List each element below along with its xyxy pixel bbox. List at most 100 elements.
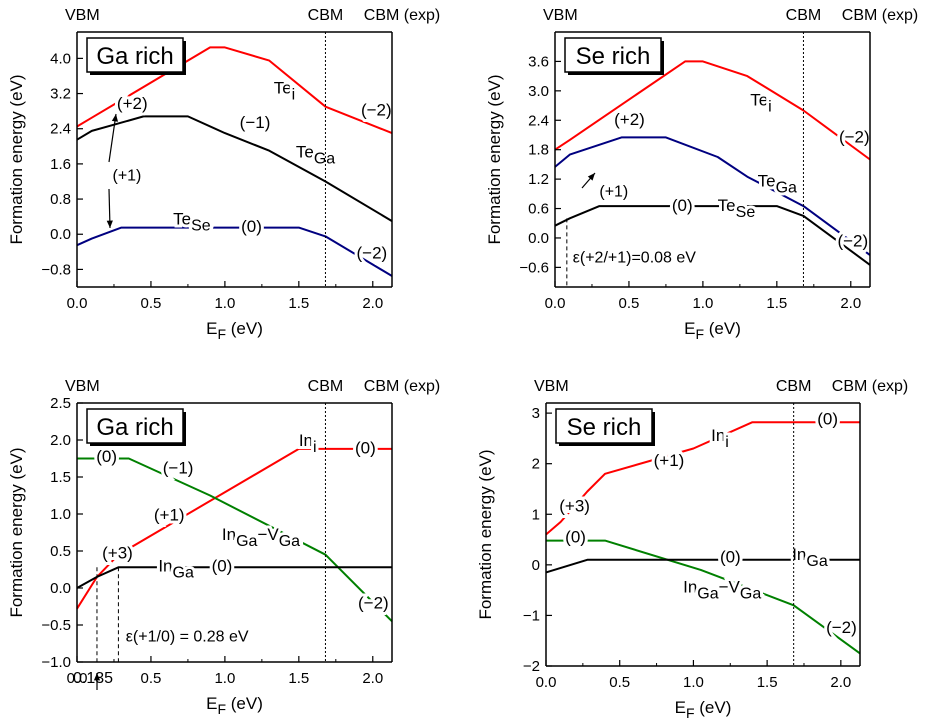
y-tick-label: 0.0 bbox=[528, 230, 549, 247]
cbm-label: CBM bbox=[786, 7, 822, 24]
series-label: (−2) bbox=[837, 231, 868, 250]
series-line-2 bbox=[76, 115, 393, 222]
series-label: (0) bbox=[817, 410, 838, 429]
condition-box bbox=[86, 408, 184, 444]
x-tick-label: 0.5 bbox=[141, 295, 162, 312]
series-label: (+1) bbox=[654, 451, 685, 470]
condition-box bbox=[564, 37, 662, 73]
y-axis-label: Formation energy (eV) bbox=[7, 447, 26, 617]
series-label: InGa bbox=[158, 557, 194, 582]
y-tick-label: 1.2 bbox=[528, 171, 549, 188]
x-tick-label: 0.5 bbox=[619, 295, 640, 312]
series-line-3 bbox=[554, 205, 871, 266]
x-axis-label: EF (eV) bbox=[684, 319, 741, 342]
condition-box bbox=[86, 37, 184, 73]
series-line-3 bbox=[76, 226, 393, 277]
series-label: Ini bbox=[711, 426, 729, 451]
x-tick-label: 2.0 bbox=[840, 295, 861, 312]
x-tick-label: 0.5 bbox=[609, 674, 630, 691]
y-tick-label: 1.5 bbox=[50, 469, 71, 486]
y-tick-label: 3.0 bbox=[528, 83, 549, 100]
series-label: (−2) bbox=[357, 243, 388, 262]
series-line-1 bbox=[76, 447, 392, 610]
series-label: InGa bbox=[792, 545, 828, 570]
series-line-3 bbox=[545, 558, 860, 574]
y-tick-label: 0.0 bbox=[50, 580, 71, 597]
x-tick-label: 1.5 bbox=[757, 674, 778, 691]
y-tick-label: 0.8 bbox=[50, 191, 71, 208]
vbm-label: VBM bbox=[65, 7, 100, 24]
series-label: InGa−VGa bbox=[222, 525, 300, 550]
series-line-1 bbox=[76, 46, 393, 135]
series-line-2 bbox=[546, 539, 861, 655]
x-tick-label: 1.5 bbox=[288, 295, 309, 312]
x-tick-label: 0.0 bbox=[67, 295, 88, 312]
arrow-plus1-lower bbox=[106, 188, 113, 229]
panel-2: Tei (+2) (−2) TeGa (0) TeSe (−2) 0.0 0.5 1.0 1.5 2.… bbox=[485, 7, 918, 342]
arrow-head bbox=[587, 173, 595, 181]
y-tick-label: −1.0 bbox=[41, 654, 71, 671]
cbm-exp-label: CBM (exp) bbox=[364, 378, 440, 395]
series-label: InGa−VGa bbox=[683, 578, 761, 603]
series-line-3 bbox=[76, 566, 392, 589]
arrow-head bbox=[106, 220, 113, 228]
y-axis-label: Formation energy (eV) bbox=[476, 449, 495, 619]
annotation-text: ε(+1/0) = 0.28 eV bbox=[126, 628, 249, 645]
y-tick-label: 0.6 bbox=[528, 201, 549, 218]
series-label: (−1) bbox=[163, 458, 194, 477]
y-tick-label: 3 bbox=[532, 405, 540, 422]
x-axis-label: EF (eV) bbox=[206, 694, 263, 717]
x-tick-label: 0.0 bbox=[67, 670, 88, 687]
annotation-text: (+1) bbox=[112, 168, 141, 185]
cbm-exp-label: CBM (exp) bbox=[364, 7, 440, 24]
y-tick-label: −1 bbox=[523, 607, 540, 624]
y-tick-label: 1.8 bbox=[528, 142, 549, 159]
series-label: (+2) bbox=[614, 110, 645, 129]
x-tick-label: 1.0 bbox=[214, 295, 235, 312]
series-label: (−2) bbox=[361, 101, 392, 120]
series-label: (0) bbox=[672, 196, 693, 215]
y-tick-label: 1 bbox=[532, 506, 540, 523]
series-label: (0) bbox=[720, 547, 741, 566]
y-tick-label: 2.4 bbox=[528, 112, 549, 129]
series-line-2 bbox=[554, 136, 871, 256]
y-tick-label: 1.0 bbox=[50, 506, 71, 523]
series-label: TeGa bbox=[296, 142, 335, 167]
series-label: TeSe bbox=[718, 196, 756, 221]
cbm-exp-label: CBM (exp) bbox=[832, 378, 908, 395]
series-label: (0) bbox=[241, 217, 262, 236]
series-label: (+3) bbox=[102, 543, 133, 562]
series-label: TeSe bbox=[173, 210, 211, 235]
series-label: (−1) bbox=[240, 113, 271, 132]
condition-label: Se rich bbox=[576, 43, 651, 70]
arrow-head bbox=[93, 673, 101, 681]
panel-3: Ini (0) (+1) (+3) (0) (−1) InGa−VGa (−2) InGa (0)… bbox=[7, 378, 440, 717]
y-tick-label: −0.5 bbox=[41, 617, 71, 634]
x-tick-label: 0.0 bbox=[545, 295, 566, 312]
series-line-1 bbox=[554, 60, 871, 161]
series-label: Ini bbox=[299, 431, 317, 456]
y-tick-label: 3.2 bbox=[50, 86, 71, 103]
series-label: (0) bbox=[565, 528, 586, 547]
condition-box bbox=[555, 408, 653, 444]
series-label: Tei bbox=[274, 79, 296, 104]
condition-label: Ga rich bbox=[96, 43, 173, 70]
series-line-1 bbox=[545, 421, 860, 536]
panel-1: Tei (+2) (−2) (−1) TeGa TeSe (0) (−2) 0.0 0.5 1.0 1… bbox=[7, 7, 440, 342]
condition-label: Ga rich bbox=[96, 414, 173, 441]
cbm-label: CBM bbox=[776, 378, 812, 395]
series-label: (+2) bbox=[117, 94, 148, 113]
series-label: (0) bbox=[96, 447, 117, 466]
y-tick-label: 2.0 bbox=[50, 432, 71, 449]
y-tick-label: 0.5 bbox=[50, 543, 71, 560]
y-tick-label: 2 bbox=[532, 456, 540, 473]
cbm-exp-label: CBM (exp) bbox=[842, 7, 918, 24]
y-tick-label: 2.4 bbox=[50, 121, 71, 138]
arrow-0135 bbox=[93, 673, 101, 690]
series-label: TeGa bbox=[758, 171, 797, 196]
y-tick-label: −2 bbox=[523, 658, 540, 675]
series-label: (−2) bbox=[358, 594, 389, 613]
arrow-head bbox=[111, 114, 119, 122]
x-tick-label: 1.5 bbox=[766, 295, 787, 312]
arrow-plus1-upper bbox=[108, 113, 119, 163]
